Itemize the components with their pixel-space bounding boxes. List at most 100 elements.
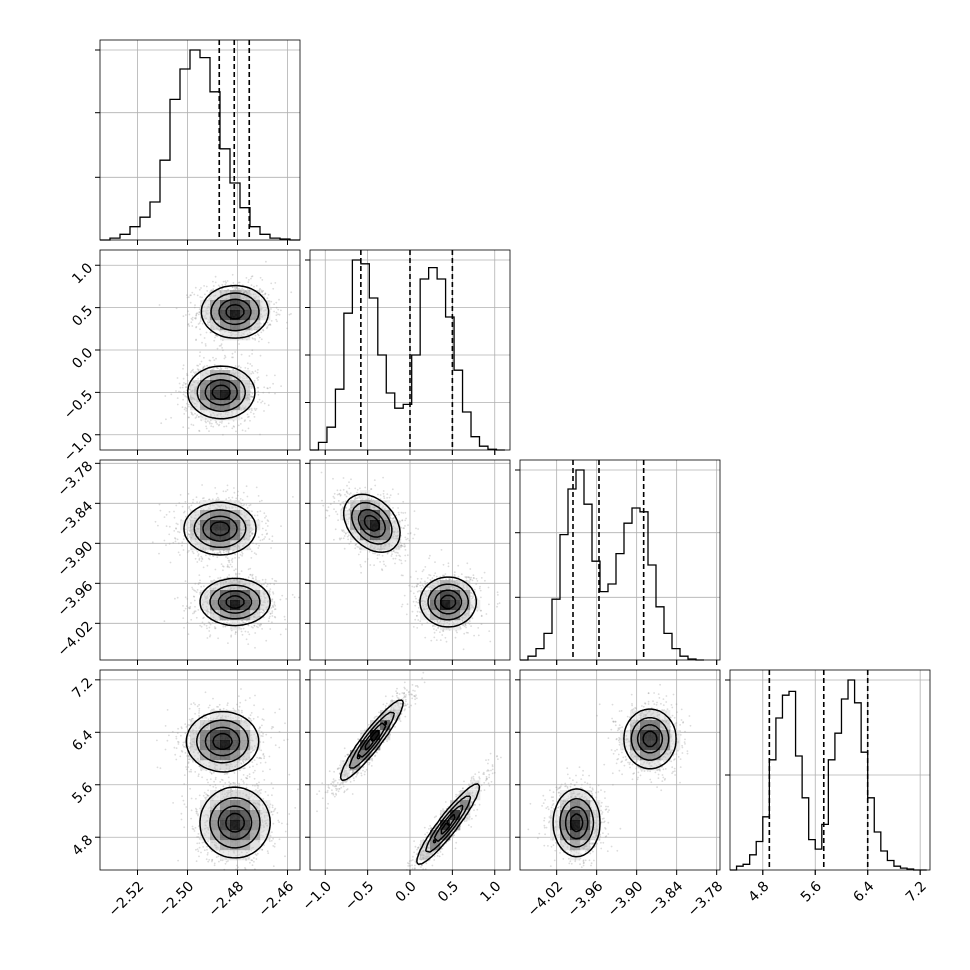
sample-point: [170, 393, 173, 396]
sample-point: [206, 627, 208, 630]
sample-point: [256, 401, 259, 403]
sample-point: [188, 296, 190, 298]
sample-point: [400, 562, 403, 565]
sample-point: [226, 621, 228, 624]
sample-point: [195, 496, 198, 499]
sample-point: [235, 287, 238, 290]
sample-point: [246, 288, 249, 290]
sample-point: [250, 284, 253, 287]
sample-point: [238, 573, 241, 575]
sample-point: [226, 280, 229, 282]
sample-point: [251, 575, 254, 577]
sample-point: [185, 396, 188, 398]
sample-point: [212, 280, 214, 283]
sample-point: [267, 341, 270, 344]
sample-point: [222, 565, 225, 568]
sample-point: [272, 592, 275, 595]
sample-point: [190, 321, 193, 324]
sample-point: [263, 583, 265, 586]
sample-point: [197, 364, 200, 367]
sample-point: [225, 556, 227, 558]
sample-point: [202, 366, 205, 369]
sample-point: [185, 386, 188, 388]
sample-point: [194, 557, 197, 560]
sample-point: [221, 420, 223, 423]
sample-point: [213, 359, 216, 361]
sample-point: [273, 303, 275, 306]
sample-point: [208, 324, 210, 327]
sample-point: [254, 334, 257, 337]
sample-point: [237, 287, 240, 290]
sample-point: [168, 511, 171, 513]
sample-point: [245, 277, 248, 279]
sample-point: [374, 484, 377, 487]
sample-point: [272, 605, 274, 608]
sample-point: [212, 425, 215, 428]
sample-point: [253, 514, 256, 517]
sample-point: [219, 576, 222, 579]
sample-point: [182, 367, 184, 370]
sample-point: [235, 286, 238, 289]
sample-point: [194, 582, 197, 585]
sample-point: [383, 497, 386, 499]
sample-point: [383, 495, 385, 498]
sample-point: [253, 379, 256, 382]
sample-point: [191, 412, 193, 415]
sample-point: [256, 386, 259, 389]
sample-point: [251, 577, 254, 579]
sample-point: [220, 343, 223, 346]
sample-point: [261, 291, 263, 293]
sample-point: [246, 362, 249, 365]
sample-point: [186, 379, 189, 382]
sample-point: [184, 386, 187, 389]
sample-point: [208, 421, 211, 423]
sample-point: [228, 561, 231, 564]
sample-point: [220, 367, 223, 370]
sample-point: [192, 371, 195, 373]
sample-point: [257, 495, 260, 497]
sample-point: [174, 537, 177, 540]
sample-point: [202, 367, 204, 370]
sample-point: [188, 325, 191, 327]
sample-point: [189, 301, 192, 304]
sample-point: [196, 501, 199, 503]
sample-point: [209, 554, 211, 557]
sample-point: [200, 560, 203, 562]
sample-point: [196, 561, 199, 563]
sample-point: [184, 607, 187, 610]
sample-point: [222, 349, 224, 352]
sample-point: [183, 511, 185, 514]
sample-point: [164, 395, 167, 397]
sample-point: [186, 621, 189, 624]
sample-point: [268, 538, 271, 541]
sample-point: [194, 286, 197, 289]
sample-point: [402, 574, 404, 577]
sample-point: [268, 323, 271, 326]
sample-point: [234, 557, 237, 559]
sample-point: [255, 486, 258, 489]
sample-point: [234, 351, 237, 353]
sample-point: [259, 510, 262, 512]
sample-point: [241, 552, 244, 555]
sample-point: [268, 391, 270, 394]
sample-point: [194, 317, 196, 320]
sample-point: [211, 621, 214, 624]
sample-point: [265, 522, 267, 525]
density-cell: [230, 520, 241, 531]
sample-point: [279, 598, 282, 601]
sample-point: [277, 308, 280, 311]
sample-point: [159, 509, 162, 512]
sample-point: [241, 633, 244, 636]
sample-point: [173, 530, 176, 532]
sample-point: [238, 365, 241, 367]
sample-point: [186, 374, 189, 376]
sample-point: [212, 288, 215, 291]
sample-point: [404, 511, 407, 514]
sample-point: [234, 572, 237, 575]
sample-point: [227, 642, 229, 644]
sample-point: [213, 339, 216, 342]
sample-point: [240, 628, 243, 630]
sample-point: [260, 331, 263, 334]
sample-point: [245, 485, 248, 488]
sample-point: [257, 547, 260, 549]
